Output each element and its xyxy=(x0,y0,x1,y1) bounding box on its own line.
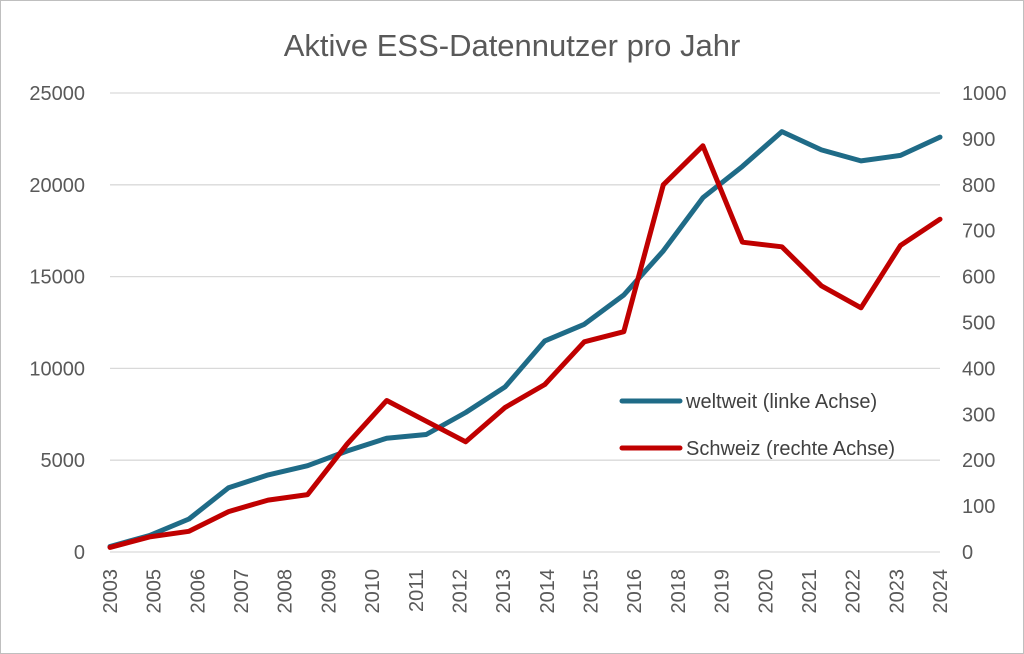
x-tick-label: 2005 xyxy=(144,569,166,614)
y-right-tick-label: 300 xyxy=(962,404,995,426)
y-left-tick-label: 10000 xyxy=(29,358,85,380)
x-tick-label: 2014 xyxy=(537,569,559,614)
left-axis-ticks: 0 5000 10000 15000 20000 25000 xyxy=(29,83,85,564)
y-right-tick-label: 400 xyxy=(962,358,995,380)
y-right-tick-label: 200 xyxy=(962,450,995,472)
y-left-tick-label: 0 xyxy=(74,542,85,564)
y-right-tick-label: 600 xyxy=(962,267,995,289)
y-right-tick-label: 100 xyxy=(962,496,995,518)
x-tick-label: 2018 xyxy=(668,569,690,614)
y-right-tick-label: 500 xyxy=(962,313,995,335)
right-axis-ticks: 0 100 200 300 400 500 600 700 800 900 1000 xyxy=(962,83,1007,564)
x-tick-label: 2024 xyxy=(930,569,952,614)
y-right-tick-label: 800 xyxy=(962,175,995,197)
x-tick-label: 2003 xyxy=(100,569,122,614)
x-tick-label: 2022 xyxy=(843,569,865,614)
x-tick-label: 2012 xyxy=(449,569,471,614)
y-left-tick-label: 25000 xyxy=(29,83,85,105)
legend-label-schweiz: Schweiz (rechte Achse) xyxy=(686,438,895,460)
x-tick-label: 2008 xyxy=(275,569,297,614)
series-line-weltweit xyxy=(107,129,943,549)
x-tick-label: 2010 xyxy=(362,569,384,614)
y-right-tick-label: 1000 xyxy=(962,83,1007,105)
series-lines xyxy=(107,129,943,550)
x-tick-label: 2009 xyxy=(318,569,340,614)
gridlines xyxy=(110,92,940,553)
y-right-tick-label: 0 xyxy=(962,542,973,564)
x-tick-label: 2013 xyxy=(493,569,515,614)
x-tick-label: 2007 xyxy=(231,569,253,614)
x-tick-label: 2015 xyxy=(581,569,603,614)
x-tick-label: 2006 xyxy=(187,569,209,614)
chart-title: Aktive ESS-Datennutzer pro Jahr xyxy=(284,28,741,63)
x-tick-label: 2021 xyxy=(799,569,821,614)
x-tick-label: 2020 xyxy=(755,569,777,614)
y-left-tick-label: 5000 xyxy=(41,450,86,472)
x-tick-label: 2019 xyxy=(712,569,734,614)
x-tick-label: 2016 xyxy=(624,569,646,614)
legend: weltweit (linke Achse) Schweiz (rechte A… xyxy=(619,391,895,460)
y-right-tick-label: 700 xyxy=(962,221,995,243)
y-right-tick-label: 900 xyxy=(962,129,995,151)
x-tick-label: 2023 xyxy=(886,569,908,614)
y-left-tick-label: 15000 xyxy=(29,267,85,289)
y-left-tick-label: 20000 xyxy=(29,175,85,197)
x-tick-label: 2011 xyxy=(406,569,428,612)
legend-label-weltweit: weltweit (linke Achse) xyxy=(685,391,877,413)
x-axis-ticks: 2003 2005 2006 2007 2008 2009 2010 2011 2012 2013… xyxy=(100,569,952,614)
series-line-schweiz xyxy=(107,143,943,550)
